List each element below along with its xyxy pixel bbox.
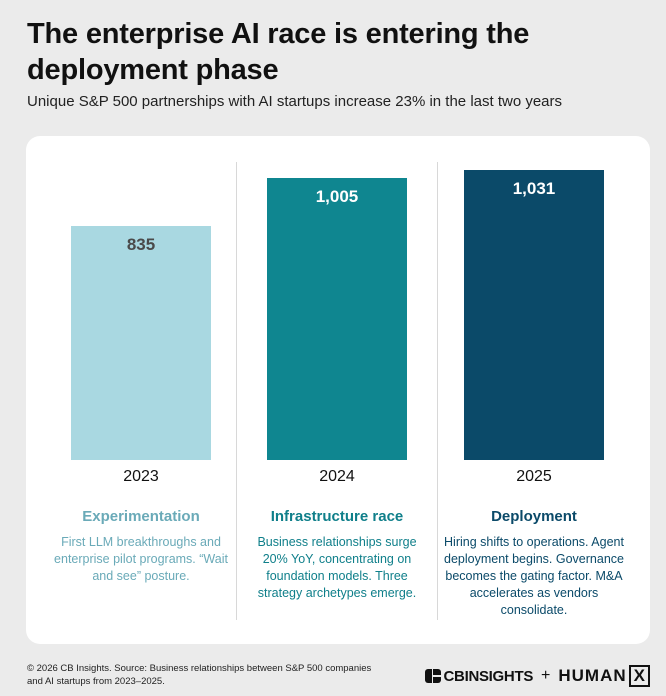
bar-2024: 1,005 [267,177,407,460]
bar-2025: 1,031 [464,170,604,460]
cb-insights-mark-icon [424,669,441,683]
x-tick-label: 2025 [516,468,552,485]
phase-description-infrastructure-race: Business relationships surge 20% YoY, co… [257,535,417,600]
column-divider [437,162,438,620]
x-tick-label: 2023 [123,468,159,485]
bar-value-label: 1,005 [315,186,359,206]
cb-insights-logo: CBINSIGHTS [424,667,534,685]
chart-title: The enterprise AI race is entering the d… [27,18,530,86]
phase-description-deployment: Hiring shifts to operations. Agent deplo… [444,535,624,617]
phase-title-experimentation: Experimentation [82,508,200,525]
phase-description-experimentation: First LLM breakthroughs and enterprise p… [54,535,228,583]
bar-value-label: 1,031 [512,179,556,199]
humanx-logo: HUMAN X [558,665,650,687]
phase-title-deployment: Deployment [491,508,577,525]
x-tick-label: 2024 [319,468,355,485]
cb-insights-wordmark: CBINSIGHTS [443,667,534,685]
chart-subtitle: Unique S&P 500 partnerships with AI star… [27,93,563,110]
phase-title-infrastructure-race: Infrastructure race [270,508,404,525]
humanx-wordmark: HUMAN [558,666,627,685]
source-footnote: © 2026 CB Insights. Source: Business rel… [27,663,372,687]
bar-value-label: 835 [126,234,156,254]
bar-2023: 835 [71,225,211,460]
humanx-x-mark: X [628,665,650,687]
logo-plus: + [541,667,551,684]
chart-card: 835 1,005 1,031 2023 2024 2025 Experimenta… [26,136,650,644]
column-divider [236,162,237,620]
logo-bar: CBINSIGHTS + HUMAN X [424,664,650,688]
